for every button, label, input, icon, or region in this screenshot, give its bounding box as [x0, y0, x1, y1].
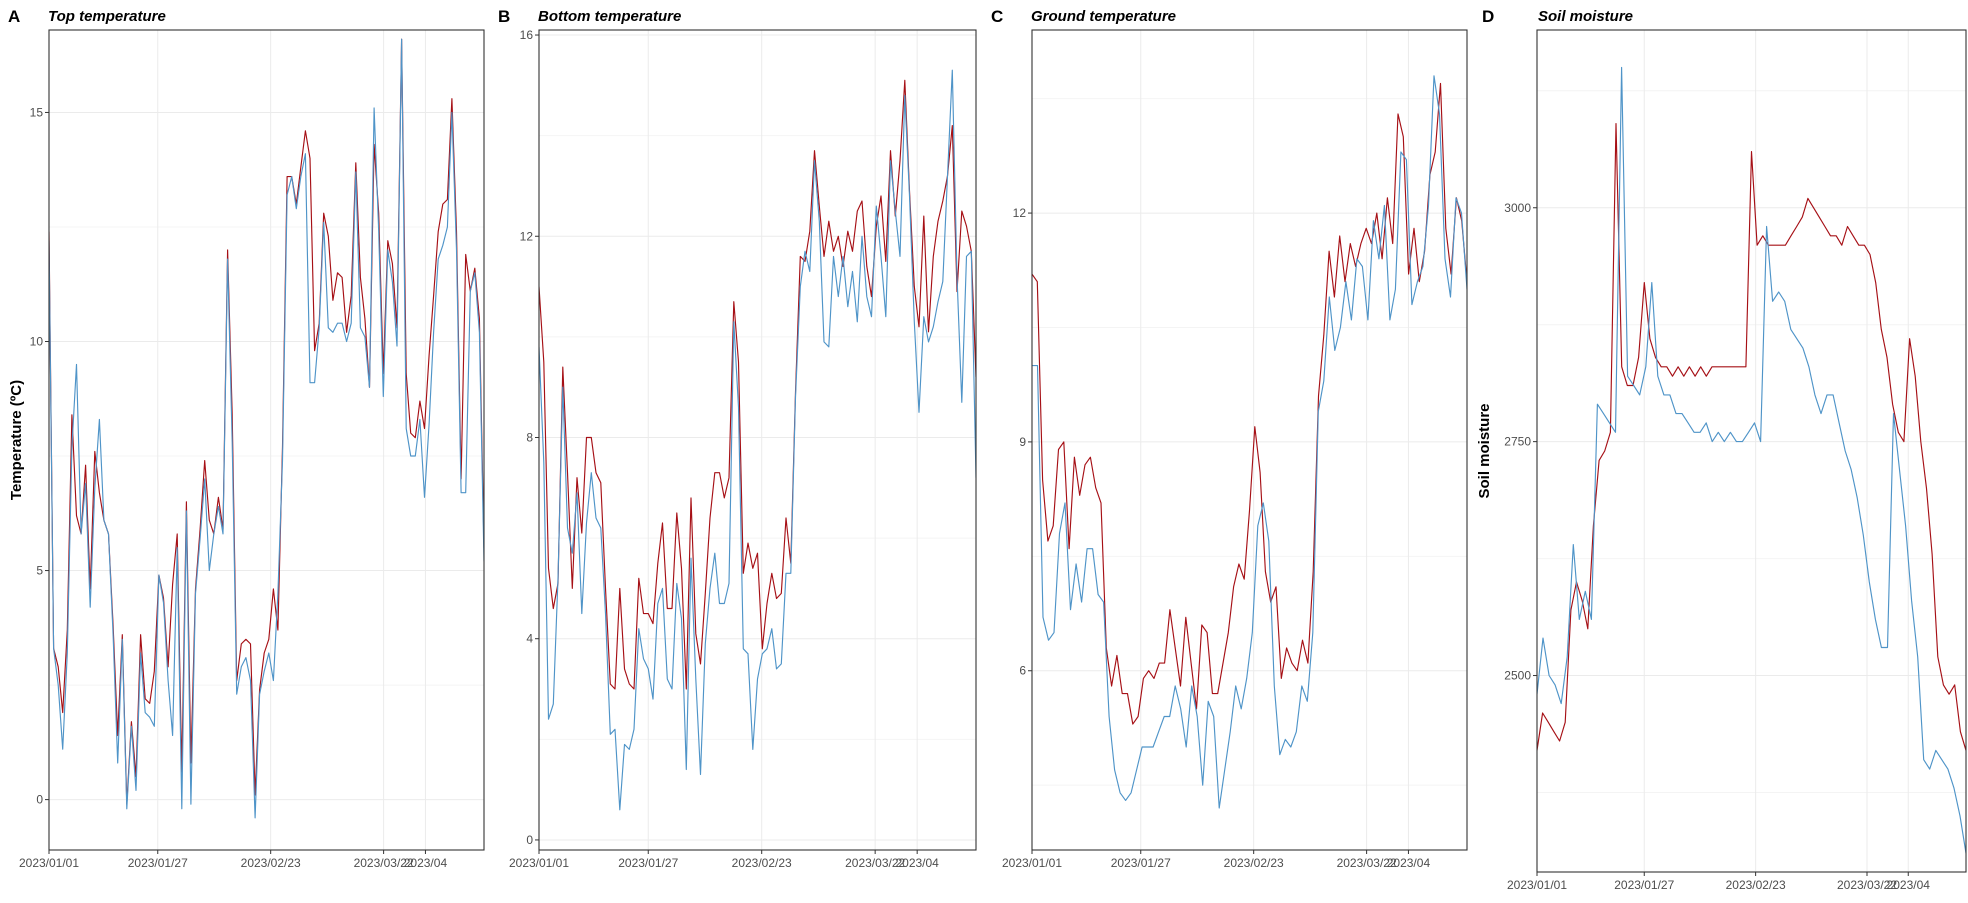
- series-line-red: [539, 79, 976, 690]
- x-tick-label: 2023/04: [1887, 878, 1931, 892]
- panel-c: 6 9 12 2023/01/01 2023/01/27 2023/02/23 2023/0…: [991, 7, 1468, 870]
- y-axis-label: Soil moisture: [1476, 403, 1493, 498]
- y-tick-label: 8: [526, 430, 533, 444]
- panel-b: 0 4 8 12 16 2023/01/01 2023/01/27 2023/02/23 202…: [498, 7, 977, 870]
- y-tick-label: 4: [526, 632, 533, 646]
- y-tick-label: 12: [520, 229, 534, 243]
- panel-title: Top temperature: [48, 8, 166, 25]
- y-tick-label: 3000: [1504, 201, 1531, 215]
- x-tick-label: 2023/02/23: [732, 856, 792, 870]
- panel-title: Bottom temperature: [538, 8, 681, 25]
- panel-border: [538, 29, 977, 851]
- series-line-blue: [1537, 66, 1966, 854]
- series-line-blue: [539, 69, 976, 811]
- x-tick-label: 2023/01/01: [19, 856, 79, 870]
- y-tick-label: 12: [1013, 206, 1027, 220]
- x-tick-label: 2023/01/27: [128, 856, 188, 870]
- panel-border: [48, 29, 485, 851]
- y-tick-label: 2500: [1504, 669, 1531, 683]
- y-tick-label: 6: [1019, 664, 1026, 678]
- y-tick-label: 15: [30, 105, 44, 119]
- x-tick-label: 2023/01/01: [1507, 878, 1567, 892]
- panel-border: [1536, 29, 1967, 873]
- y-tick-label: 16: [520, 28, 534, 42]
- panel-title: Soil moisture: [1538, 8, 1633, 25]
- x-tick-label: 2023/04: [404, 856, 448, 870]
- series-line-red: [49, 38, 484, 805]
- series-line-red: [1537, 123, 1966, 751]
- panel-letter: B: [498, 7, 510, 26]
- x-tick-label: 2023/04: [895, 856, 939, 870]
- series-line-blue: [49, 38, 484, 819]
- x-tick-label: 2023/02/23: [241, 856, 301, 870]
- x-tick-label: 2023/01/27: [618, 856, 678, 870]
- x-tick-label: 2023/04: [1387, 856, 1431, 870]
- panel-letter: A: [8, 7, 20, 26]
- x-tick-label: 2023/01/01: [509, 856, 569, 870]
- y-axis-label: Temperature (ºC): [8, 380, 25, 500]
- y-tick-label: 2750: [1504, 435, 1531, 449]
- panel-d: 2500 2750 3000 2023/01/01 2023/01/27 2023/02/…: [1476, 7, 1967, 892]
- y-tick-label: 5: [36, 564, 43, 578]
- y-tick-label: 9: [1019, 435, 1026, 449]
- x-tick-label: 2023/03/22: [1837, 878, 1897, 892]
- panel-letter: D: [1482, 7, 1494, 26]
- x-tick-label: 2023/01/01: [1002, 856, 1062, 870]
- x-tick-label: 2023/02/23: [1726, 878, 1786, 892]
- panel-title: Ground temperature: [1031, 8, 1176, 25]
- panel-a: 0 5 10 15 2023/01/01 2023/01/27 2023/02/23 2023…: [8, 7, 485, 870]
- series-line-blue: [1032, 75, 1467, 809]
- x-tick-label: 2023/02/23: [1224, 856, 1284, 870]
- x-tick-label: 2023/01/27: [1614, 878, 1674, 892]
- x-tick-label: 2023/03/22: [354, 856, 414, 870]
- series-line-red: [1032, 82, 1467, 725]
- y-tick-label: 0: [36, 793, 43, 807]
- x-tick-label: 2023/03/22: [845, 856, 905, 870]
- panel-border: [1031, 29, 1468, 851]
- x-tick-label: 2023/01/27: [1111, 856, 1171, 870]
- x-tick-label: 2023/03/22: [1337, 856, 1397, 870]
- y-tick-label: 0: [526, 833, 533, 847]
- panel-letter: C: [991, 7, 1003, 26]
- y-tick-label: 10: [30, 335, 44, 349]
